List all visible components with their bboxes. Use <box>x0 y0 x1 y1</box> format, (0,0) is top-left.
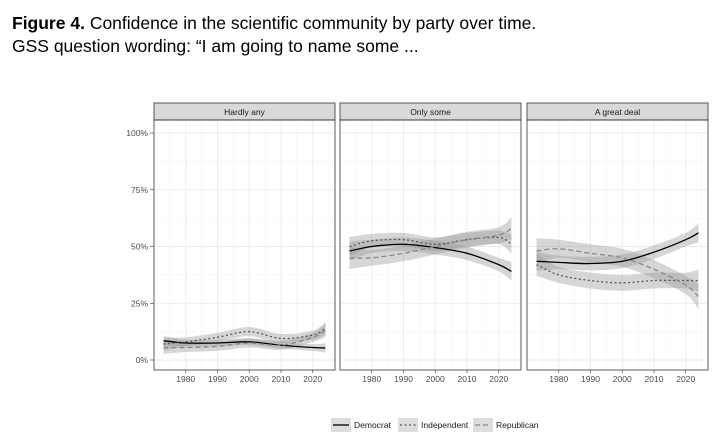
x-tick-label: 2020 <box>303 374 322 384</box>
ci-band-republican <box>536 238 699 310</box>
legend-label: Democrat <box>354 420 391 430</box>
figure-title: Confidence in the scientific community b… <box>89 13 537 33</box>
y-tick-label: 50% <box>131 242 148 252</box>
legend-label: Republican <box>496 420 539 430</box>
panel-border <box>339 119 522 371</box>
ci-band-democrat <box>349 237 512 282</box>
legend-label: Independent <box>421 420 469 430</box>
facet-title: A great deal <box>595 107 640 117</box>
y-tick-label: 25% <box>131 298 148 308</box>
y-tick-label: 100% <box>126 128 148 138</box>
figure-caption: Figure 4. Confidence in the scientific c… <box>12 12 536 58</box>
x-tick-label: 2010 <box>272 374 291 384</box>
legend-item-republican: Republican <box>473 418 539 432</box>
line-republican <box>536 248 699 297</box>
facet-panel-2: A great deal 1980 1990 2000 2010 2020 <box>526 102 709 384</box>
facet-title: Hardly any <box>224 107 265 117</box>
panel-border <box>153 119 336 371</box>
line-independent <box>536 264 699 284</box>
x-tick-label: 2010 <box>458 374 477 384</box>
legend-item-independent: Independent <box>398 418 469 432</box>
ci-band-independent <box>349 230 512 257</box>
x-tick-label: 1980 <box>176 374 195 384</box>
ci-band-democrat <box>163 335 326 353</box>
ci-band-independent <box>536 253 699 292</box>
y-tick-label: 75% <box>131 185 148 195</box>
x-tick-label: 1990 <box>581 374 600 384</box>
facet-panel-0: Hardly any 1980 1990 2000 2010 2020 <box>153 102 336 384</box>
x-tick-label: 1980 <box>549 374 568 384</box>
line-independent <box>163 327 326 345</box>
x-tick-label: 2000 <box>613 374 632 384</box>
x-tick-label: 2020 <box>676 374 695 384</box>
ci-band-democrat <box>536 223 699 271</box>
x-tick-label: 2010 <box>645 374 664 384</box>
x-tick-label: 1990 <box>394 374 413 384</box>
legend-item-democrat: Democrat <box>331 418 391 432</box>
panel-border <box>526 119 709 371</box>
line-democrat <box>536 232 699 265</box>
x-tick-label: 2020 <box>489 374 508 384</box>
line-independent <box>349 236 512 248</box>
x-tick-label: 1980 <box>362 374 381 384</box>
facet-panel-1: Only some 1980 1990 2000 2010 2020 <box>339 102 522 384</box>
x-tick-label: 1990 <box>208 374 227 384</box>
x-tick-label: 2000 <box>240 374 259 384</box>
x-tick-label: 2000 <box>426 374 445 384</box>
legend: Democrat Independent Republican <box>331 418 539 432</box>
legend-key <box>398 418 418 432</box>
line-democrat <box>163 340 326 349</box>
line-democrat <box>349 243 512 273</box>
y-tick-label: 0% <box>136 355 149 365</box>
figure-label: Figure 4. <box>12 13 85 33</box>
facet-title: Only some <box>410 107 451 117</box>
figure-subtitle: GSS question wording: “I am going to nam… <box>12 36 419 56</box>
